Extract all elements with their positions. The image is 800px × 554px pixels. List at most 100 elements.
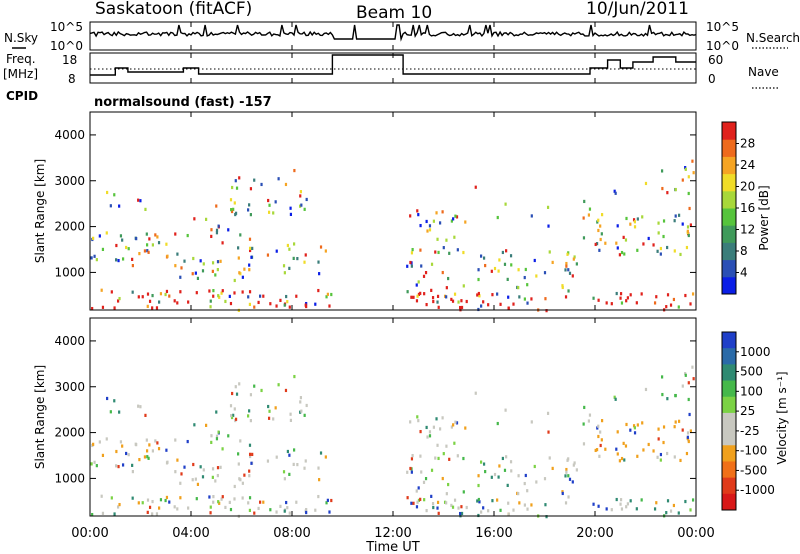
- velocity-cell: [221, 495, 224, 499]
- velocity-cell: [523, 503, 526, 507]
- power-cell: [115, 243, 118, 248]
- cpid-text: normalsound (fast) -157: [94, 95, 272, 110]
- power-cell: [131, 264, 134, 268]
- power-cell: [247, 295, 250, 299]
- velocity-cell: [647, 442, 650, 447]
- velocity-cell: [662, 440, 665, 445]
- velocity-cell: [209, 505, 212, 509]
- power-cell: [288, 305, 291, 309]
- power-cell: [533, 258, 536, 263]
- power-cell: [587, 213, 591, 217]
- power-cell: [479, 254, 483, 258]
- velocity-cell: [417, 419, 420, 423]
- velocity-cell: [547, 430, 550, 434]
- velocity-cell: [479, 460, 483, 464]
- velocity-cell: [567, 495, 570, 499]
- velocity-cell: [477, 474, 480, 478]
- power-cell: [691, 292, 695, 296]
- power-cell: [687, 233, 690, 238]
- power-cell: [507, 295, 510, 299]
- velocity-cell: [409, 466, 412, 471]
- velocity-cell: [465, 505, 468, 510]
- velocity-cell: [661, 392, 664, 397]
- velocity-cell: [445, 492, 448, 496]
- power-cell: [633, 225, 637, 229]
- velocity-cell: [115, 464, 118, 468]
- x-tick-label: 00:00: [71, 526, 108, 541]
- velocity-cell: [248, 508, 252, 512]
- station-title: Saskatoon (fitACF): [95, 0, 252, 19]
- velocity-cell: [117, 464, 120, 469]
- velocity-cell: [415, 489, 418, 493]
- velocity-cell: [432, 425, 436, 429]
- nave-right-tick-low: 0: [708, 72, 716, 86]
- power-cell: [193, 217, 196, 221]
- velocity-cell: [208, 495, 211, 499]
- power-cell: [233, 291, 236, 295]
- power-cell: [143, 249, 147, 253]
- velocity-cell: [410, 467, 413, 471]
- velocity-cell: [148, 505, 152, 509]
- velocity-cell: [692, 377, 695, 381]
- power-cell: [186, 233, 189, 238]
- velocity-cell: [499, 508, 502, 512]
- velocity-cell: [100, 494, 103, 498]
- velocity-cell: [679, 458, 682, 463]
- power-cell: [622, 235, 625, 239]
- power-cell: [289, 206, 292, 210]
- velocity-cell: [635, 507, 638, 511]
- power-cell: [192, 256, 195, 261]
- power-cell: [655, 295, 658, 299]
- velocity-cell: [324, 455, 327, 459]
- velocity-cell: [305, 510, 308, 515]
- velocity-cell: [101, 453, 105, 458]
- power-cell: [113, 306, 116, 310]
- power-cell: [523, 275, 526, 280]
- power-cell: [445, 286, 448, 290]
- power-cell: [105, 231, 108, 235]
- power-cell: [417, 292, 421, 296]
- noise-left-tick-low: 10^0: [50, 39, 83, 53]
- power-cell: [487, 303, 490, 307]
- power-cell: [209, 299, 212, 303]
- velocity-cell: [141, 501, 144, 505]
- velocity-cell: [595, 448, 599, 452]
- velocity-cell: [447, 482, 450, 487]
- velocity-cell: [686, 435, 689, 439]
- velocity-cell: [689, 508, 692, 512]
- power-cell: [430, 262, 434, 266]
- colorbar-swatch: [722, 332, 736, 349]
- power-cell: [283, 303, 286, 307]
- power-panel-frame: [89, 111, 697, 311]
- power-colorbar: 4 8 12 16 20 24 28: [721, 121, 755, 295]
- velocity-cell: [173, 505, 176, 509]
- power-cell: [101, 305, 105, 309]
- velocity-cell: [269, 508, 272, 512]
- power-cell: [243, 267, 246, 271]
- power-cell: [212, 289, 215, 293]
- velocity-cell: [597, 504, 600, 508]
- velocity-cell: [416, 500, 419, 504]
- power-cell: [410, 251, 414, 255]
- power-cell: [530, 297, 533, 301]
- power-cell: [583, 199, 586, 204]
- power-cell: [597, 228, 600, 233]
- velocity-cell: [216, 466, 220, 470]
- power-cell: [406, 264, 409, 268]
- velocity-cell: [619, 502, 622, 506]
- power-cell: [164, 292, 167, 297]
- velocity-cell: [220, 497, 223, 501]
- power-cell: [295, 294, 298, 298]
- velocity-cell: [533, 464, 536, 469]
- y-tick-label: 3000: [54, 174, 85, 188]
- power-cell: [530, 214, 533, 218]
- power-cell: [324, 249, 327, 253]
- velocity-cell: [618, 459, 621, 463]
- velocity-cell: [616, 430, 619, 434]
- velocity-cell: [253, 511, 256, 515]
- velocity-cell: [509, 460, 513, 464]
- velocity-cell: [426, 435, 429, 439]
- velocity-cell: [420, 470, 423, 474]
- velocity-cell: [666, 499, 670, 503]
- velocity-cell: [228, 500, 231, 504]
